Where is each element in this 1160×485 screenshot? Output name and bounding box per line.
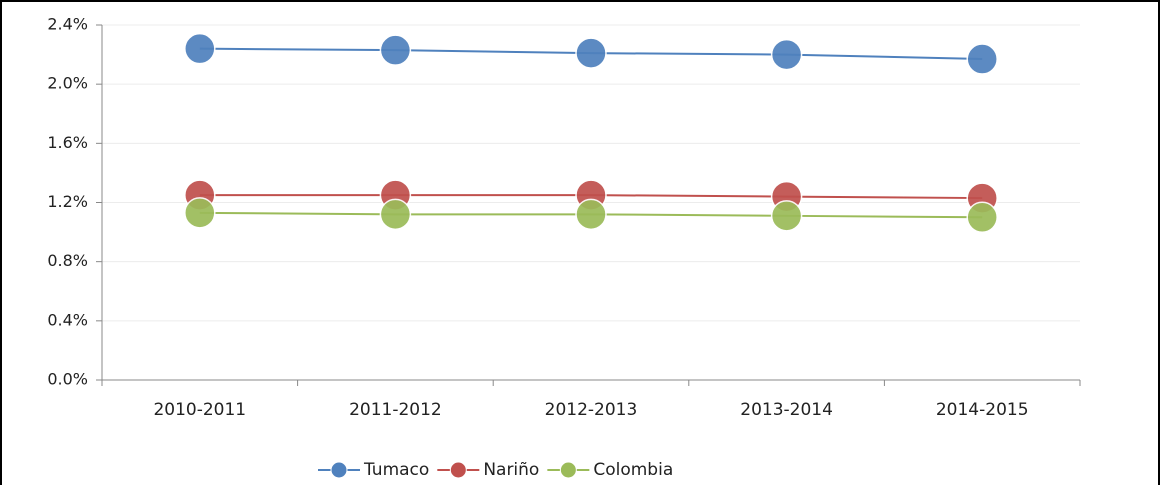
y-tick-label: 2.4% bbox=[47, 15, 88, 34]
legend-marker bbox=[330, 461, 348, 479]
point bbox=[966, 43, 998, 75]
x-tick-label: 2012-2013 bbox=[545, 400, 638, 420]
y-tick-label: 0.0% bbox=[47, 370, 88, 389]
x-tick-label: 2010-2011 bbox=[153, 400, 246, 420]
legend-marker bbox=[559, 461, 577, 479]
x-tick-label: 2011-2012 bbox=[349, 400, 442, 420]
legend-label: Colombia bbox=[593, 460, 673, 480]
point bbox=[770, 200, 803, 232]
point bbox=[770, 38, 803, 71]
y-tick-label: 0.4% bbox=[47, 310, 88, 329]
point bbox=[575, 198, 607, 231]
y-tick-label: 1.2% bbox=[47, 192, 88, 211]
y-tick-label: 0.8% bbox=[47, 251, 88, 270]
x-tick-label: 2014-2015 bbox=[936, 400, 1029, 420]
legend-marker bbox=[449, 461, 467, 479]
point bbox=[379, 198, 412, 231]
point bbox=[575, 37, 607, 69]
y-tick-label: 1.6% bbox=[47, 133, 88, 152]
x-tick-label: 2013-2014 bbox=[740, 400, 833, 420]
point bbox=[379, 34, 412, 66]
y-tick-label: 2.0% bbox=[47, 74, 88, 93]
point bbox=[184, 197, 216, 229]
legend-label: Tumaco bbox=[363, 460, 429, 480]
point bbox=[184, 32, 216, 65]
legend-label: Nariño bbox=[483, 460, 539, 480]
point bbox=[966, 201, 998, 234]
